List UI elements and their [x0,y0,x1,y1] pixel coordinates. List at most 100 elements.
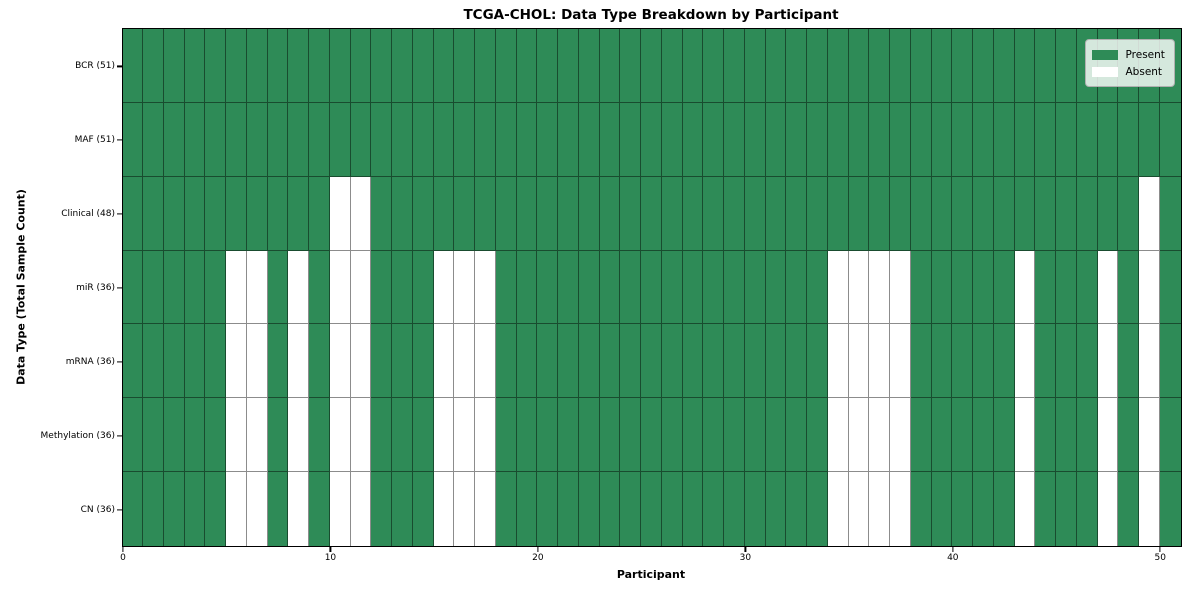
heatmap-cell [786,324,808,399]
heatmap-cell [744,472,766,546]
heatmap-cell [392,102,413,177]
heatmap-cell [786,250,808,325]
heatmap-cell [1014,250,1036,325]
heatmap-cell [910,324,932,399]
y-tick-mark [117,361,122,363]
heatmap-cell [392,324,413,399]
heatmap-cell [454,29,476,103]
heatmap-cell [703,324,725,399]
heatmap-cell [599,324,621,399]
heatmap-cell [765,398,787,473]
heatmap-cell [412,29,434,103]
heatmap-cell [910,472,932,546]
heatmap-cell [578,472,600,546]
heatmap-cell [1097,398,1119,473]
heatmap-cell [412,102,434,177]
heatmap-cell [786,472,808,546]
heatmap-cell [350,29,372,103]
heatmap-cell [205,324,227,399]
heatmap-cell [1118,250,1139,325]
heatmap-cell [973,29,994,103]
heatmap-cell [807,176,828,251]
heatmap-row-Clinical [122,176,1181,251]
heatmap-cell [1118,102,1139,177]
heatmap-cell [516,324,538,399]
heatmap-cell [765,472,787,546]
heatmap-cell [1139,102,1160,177]
heatmap-cell [827,398,849,473]
heatmap-cell [246,250,268,325]
heatmap-cell [516,102,538,177]
heatmap-cell [371,29,393,103]
heatmap-cell [143,102,164,177]
y-tick-label: MAF (51) [74,135,115,146]
y-tick-mark [117,213,122,215]
heatmap-cell [1056,29,1077,103]
heatmap-cell [226,472,247,546]
heatmap-cell [724,472,745,546]
heatmap-cell [641,102,662,177]
heatmap-cell [869,176,891,251]
heatmap-cell [890,29,911,103]
y-tick-mark [117,508,122,511]
heatmap-cell [578,102,600,177]
heatmap-cell [910,29,932,103]
heatmap-cell [454,102,476,177]
heatmap-cell [163,324,185,399]
x-tick-label: 10 [324,553,337,563]
heatmap-cell [122,102,144,177]
heatmap-cell [475,29,496,103]
heatmap-cell [329,472,351,546]
heatmap-cell [184,324,206,399]
x-tick-label: 40 [947,553,959,563]
heatmap-cell [495,472,517,546]
heatmap-cell [412,176,434,251]
heatmap-cell [910,102,932,177]
heatmap-cell [433,324,455,399]
y-tick-mark [117,435,122,437]
heatmap-cell [205,398,227,473]
heatmap-cell [1076,472,1098,546]
heatmap-cell [641,29,662,103]
heatmap-cell [205,102,227,177]
heatmap-cell [1076,398,1098,473]
heatmap-cell [516,250,538,325]
heatmap-cell [931,29,953,103]
heatmap-cell [682,176,704,251]
heatmap-cell [620,324,642,399]
heatmap-cell [1076,324,1098,399]
heatmap-cell [807,472,828,546]
heatmap-cell [537,29,559,103]
y-tick-mark [117,65,122,68]
heatmap-cell [620,29,642,103]
heatmap-cell [641,176,662,251]
heatmap-cell [392,398,413,473]
heatmap-cell [392,250,413,325]
heatmap-cell [1097,324,1119,399]
heatmap-cell [412,324,434,399]
y-tick-mark [117,287,122,289]
heatmap-cell [329,29,351,103]
heatmap-cell [392,176,413,251]
heatmap-cell [1139,324,1160,399]
heatmap-cell [703,29,725,103]
heatmap-cell [267,176,289,251]
heatmap-cell [1014,102,1036,177]
heatmap-plot: Present Absent [121,28,1182,547]
heatmap-cell [1056,324,1077,399]
heatmap-cell [1159,250,1181,325]
heatmap-cell [703,398,725,473]
heatmap-cell [122,324,144,399]
heatmap-cell [350,472,372,546]
heatmap-cell [288,102,310,177]
heatmap-cell [1035,250,1057,325]
heatmap-cell [205,29,227,103]
heatmap-cell [143,29,164,103]
heatmap-cell [848,29,870,103]
heatmap-cell [973,324,994,399]
x-tick-mark [744,547,746,552]
heatmap-cell [184,102,206,177]
heatmap-cell [371,102,393,177]
heatmap-cell [952,29,974,103]
heatmap-cell [765,102,787,177]
